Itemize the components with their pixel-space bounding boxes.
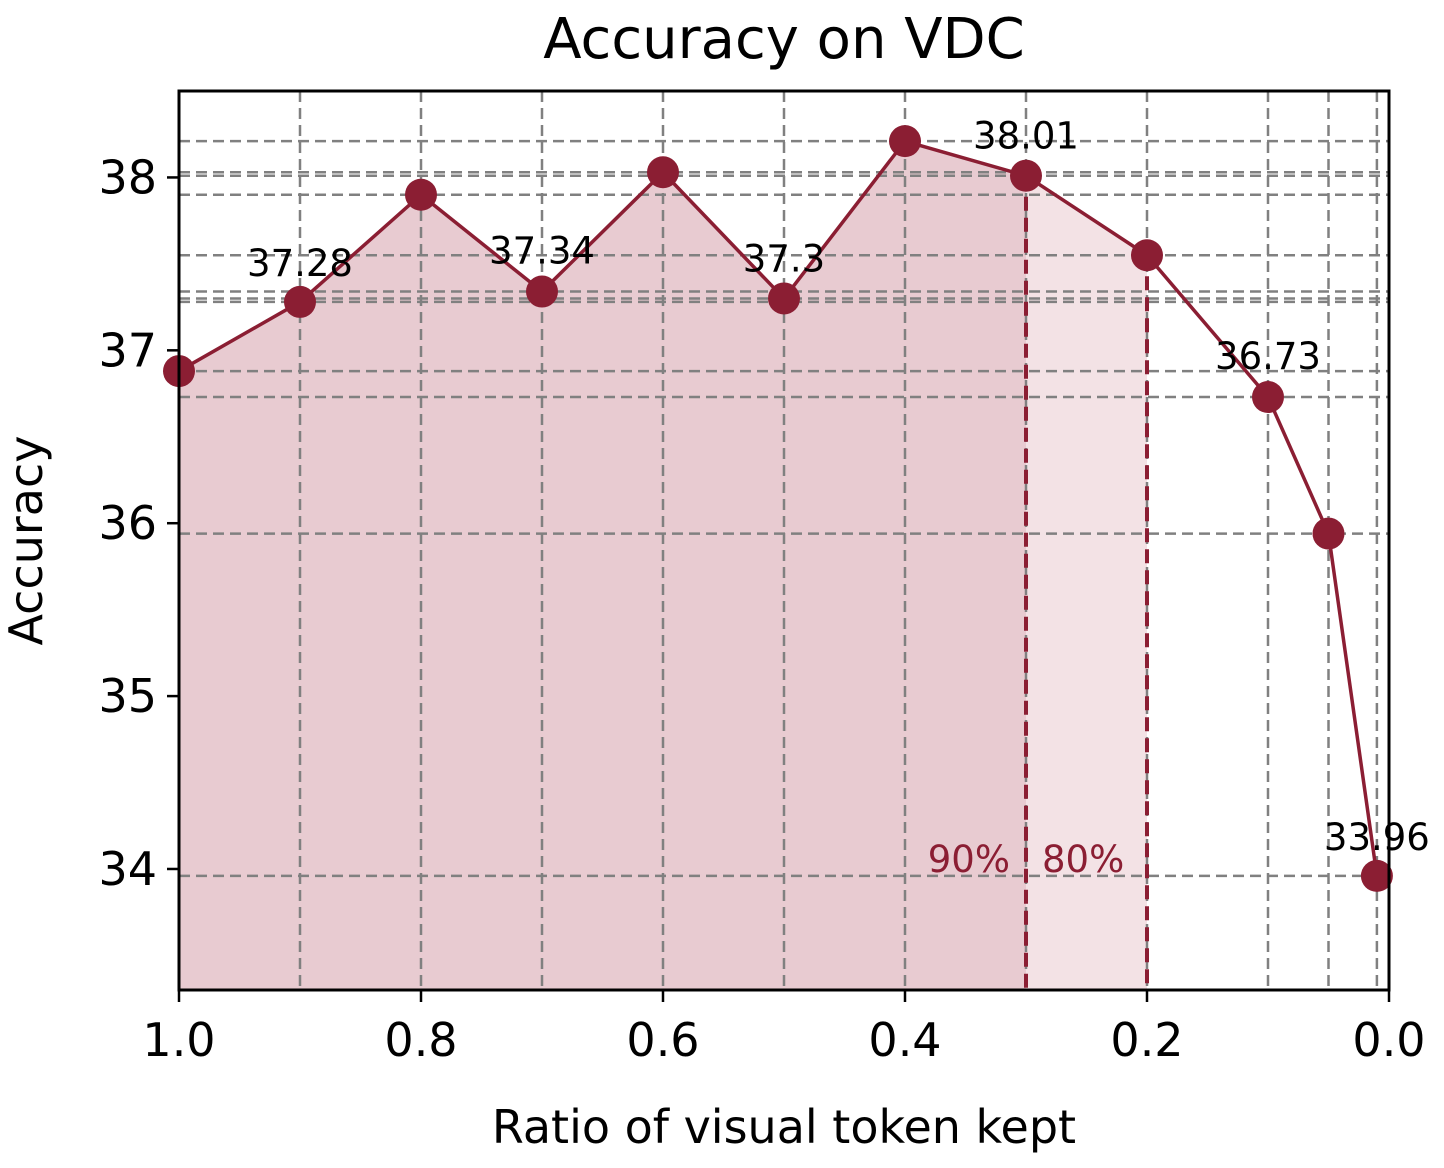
data-label: 36.73: [1215, 335, 1321, 378]
data-point: [1252, 381, 1284, 414]
fill-region-80%: [1026, 175, 1147, 991]
data-point: [284, 285, 316, 318]
threshold-label: 90%: [928, 838, 1010, 881]
data-label: 37.34: [489, 230, 595, 273]
data-point: [889, 125, 921, 158]
data-point: [1131, 239, 1163, 272]
y-tick-label: 37: [98, 323, 157, 377]
x-tick-label: 0.2: [1110, 1013, 1183, 1067]
series-points: [163, 125, 1393, 892]
x-tick-label: 0.6: [626, 1013, 699, 1067]
x-tick-label: 0.4: [868, 1013, 941, 1067]
chart-title: Accuracy on VDC: [543, 7, 1025, 72]
x-tick-label: 1.0: [142, 1013, 215, 1067]
threshold-labels: 90% 80%: [928, 838, 1125, 881]
y-axis-label: Accuracy: [0, 435, 53, 645]
data-label: 37.28: [247, 242, 353, 285]
x-tick-label: 0.0: [1352, 1013, 1425, 1067]
y-tick-label: 36: [98, 496, 157, 550]
data-point: [526, 275, 558, 308]
x-ticks: 1.0 0.8 0.6 0.4 0.2 0.0: [142, 990, 1426, 1067]
fill-regions: [179, 141, 1147, 991]
y-ticks: 34 35 36 37 38: [98, 150, 179, 896]
x-tick-label: 0.8: [384, 1013, 457, 1067]
data-label: 37.3: [743, 237, 825, 280]
series-line: [178, 139, 1379, 877]
data-point: [405, 178, 437, 211]
data-label: 33.96: [1324, 816, 1430, 859]
threshold-lines: [1024, 175, 1149, 990]
plot-frame: [177, 89, 1391, 992]
fill-region-90%: [179, 141, 1026, 990]
data-point: [768, 282, 800, 315]
y-tick-label: 34: [98, 842, 157, 896]
y-tick-label: 35: [98, 669, 157, 723]
x-axis-label: Ratio of visual token kept: [492, 1100, 1076, 1154]
data-point: [647, 156, 679, 189]
data-point: [1010, 159, 1042, 192]
y-tick-label: 38: [98, 150, 157, 204]
data-labels: 37.28 37.34 37.3 38.01 36.73 33.96: [247, 115, 1430, 859]
threshold-label: 80%: [1042, 838, 1124, 881]
data-point: [1312, 517, 1345, 550]
data-point: [1360, 859, 1393, 892]
data-label: 38.01: [973, 115, 1079, 158]
series-line-path: [178, 139, 1379, 877]
